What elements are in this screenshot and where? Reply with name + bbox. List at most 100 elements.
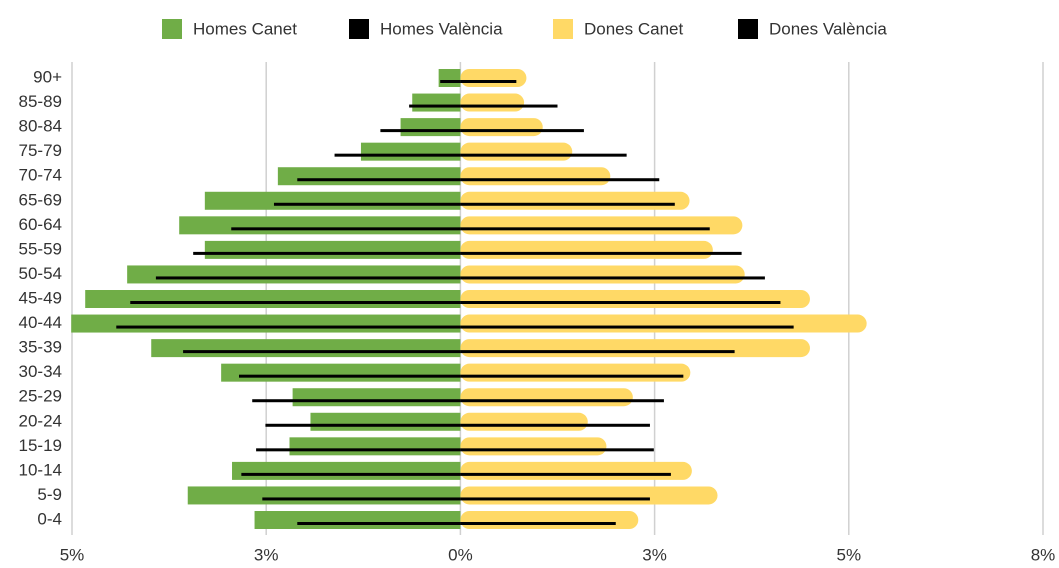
line-bar	[460, 497, 650, 501]
y-tick-label: 20-24	[19, 411, 62, 430]
bar	[460, 265, 745, 284]
line-bar	[460, 374, 684, 378]
legend-label: Homes Canet	[193, 19, 297, 38]
y-tick-label: 45-49	[19, 288, 62, 307]
line-bar	[193, 251, 461, 255]
y-tick-label: 85-89	[19, 92, 62, 111]
line-bar	[409, 104, 461, 108]
bar	[360, 142, 461, 161]
bar	[460, 69, 527, 87]
line-bar	[460, 104, 558, 108]
line-bar	[460, 276, 765, 280]
bar	[151, 339, 461, 358]
bar	[289, 437, 461, 456]
bar	[460, 437, 607, 456]
y-tick-label: 80-84	[19, 117, 62, 136]
line-bar	[252, 399, 461, 403]
line-bar	[460, 399, 664, 403]
line-bar	[273, 202, 461, 206]
line-bar	[460, 251, 742, 255]
bar	[127, 265, 461, 284]
bar	[232, 461, 461, 480]
legend-swatch	[738, 19, 758, 39]
line-bar	[460, 522, 616, 525]
line-bar	[460, 423, 650, 427]
bar	[460, 142, 573, 161]
line-bar	[460, 202, 675, 206]
y-tick-label: 50-54	[19, 264, 62, 283]
bar	[179, 216, 461, 235]
bar	[438, 69, 461, 87]
y-tick-label: 60-64	[19, 215, 62, 234]
y-tick-label: 65-69	[19, 190, 62, 209]
bar	[460, 363, 691, 382]
bar	[204, 240, 461, 259]
y-tick-label: 10-14	[19, 460, 62, 479]
line-bar	[116, 325, 461, 329]
bar	[460, 191, 690, 210]
x-tick-label: 5%	[837, 545, 862, 564]
line-bar	[440, 80, 461, 83]
bar	[400, 118, 461, 137]
line-bar	[262, 497, 461, 501]
bar	[460, 486, 718, 505]
bar	[85, 290, 461, 308]
bar	[460, 388, 633, 407]
line-bar	[297, 522, 461, 525]
bar	[460, 118, 543, 137]
line-bar	[265, 423, 461, 427]
bar	[460, 216, 743, 235]
line-bar	[155, 276, 461, 280]
y-tick-label: 35-39	[19, 338, 62, 357]
line-bar	[239, 374, 461, 378]
line-bar	[241, 472, 461, 476]
bar	[277, 167, 461, 186]
legend-label: Homes València	[380, 19, 503, 38]
legend-swatch	[349, 19, 369, 39]
line-bar	[297, 178, 461, 182]
line-bar	[460, 301, 781, 304]
bar	[221, 363, 461, 382]
y-tick-label: 15-19	[19, 436, 62, 455]
bar	[460, 167, 611, 186]
line-bar	[231, 227, 461, 231]
bar	[204, 191, 461, 210]
x-tick-label: 3%	[642, 545, 667, 564]
y-tick-label: 55-59	[19, 239, 62, 258]
line-bar	[460, 472, 671, 476]
bar	[460, 290, 810, 308]
line-bar	[460, 325, 794, 329]
y-tick-label: 0-4	[37, 509, 62, 528]
line-bar	[460, 227, 710, 231]
line-bar	[460, 129, 584, 133]
bar	[71, 314, 461, 333]
bar	[460, 412, 588, 431]
y-tick-label: 40-44	[19, 313, 62, 332]
bar	[310, 412, 461, 431]
line-bar	[460, 350, 735, 354]
y-tick-label: 30-34	[19, 362, 62, 381]
y-tick-label: 90+	[33, 67, 62, 86]
line-bar	[256, 448, 461, 452]
legend-label: Dones València	[769, 19, 887, 38]
legend-swatch	[553, 19, 573, 39]
y-tick-label: 5-9	[37, 485, 62, 504]
legend-label: Dones Canet	[584, 19, 684, 38]
bar	[187, 486, 461, 505]
bar	[460, 93, 525, 112]
legend-swatch	[162, 19, 182, 39]
line-bar	[380, 129, 461, 133]
x-tick-label: 5%	[60, 545, 85, 564]
line-bar	[334, 153, 461, 157]
bar	[460, 314, 867, 333]
x-tick-label: 0%	[448, 545, 473, 564]
line-bar	[460, 178, 660, 182]
bar	[460, 511, 639, 529]
y-tick-label: 70-74	[19, 166, 62, 185]
line-bar	[130, 301, 461, 304]
y-tick-label: 75-79	[19, 141, 62, 160]
x-tick-label: 3%	[254, 545, 279, 564]
bar	[460, 240, 713, 259]
bar	[460, 339, 810, 358]
